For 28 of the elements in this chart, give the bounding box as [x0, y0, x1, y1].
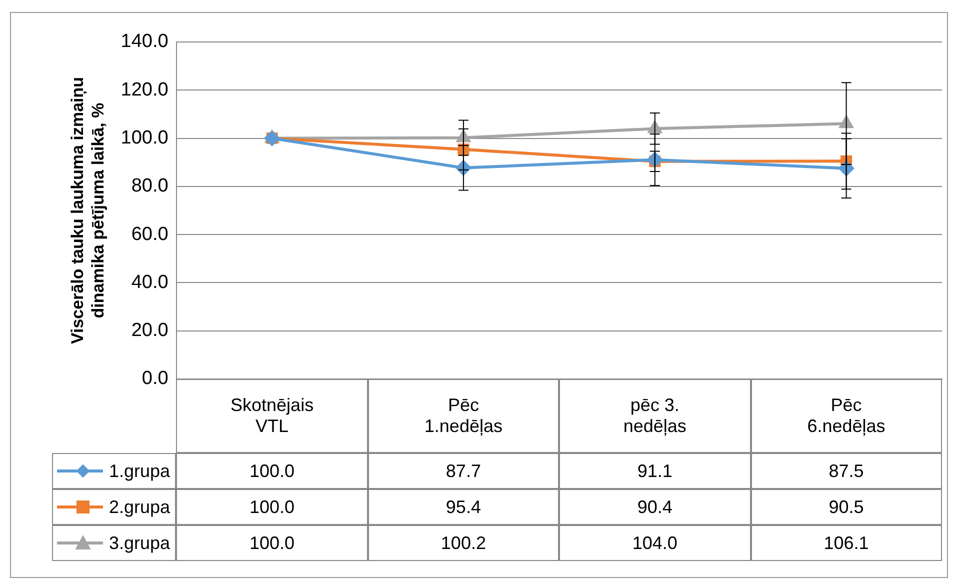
y-tick-label: 80.0 [131, 176, 168, 197]
data-label: 90.5 [750, 489, 942, 525]
y-tick-label: 40.0 [131, 272, 168, 293]
data-label: 104.0 [559, 525, 751, 561]
legend-label: 2.grupa [109, 496, 170, 518]
y-tick-label: 20.0 [131, 320, 168, 342]
x-tick-label: Pēc 6.nedēļas [750, 379, 942, 453]
legend-label: 1.grupa [109, 460, 170, 482]
data-label: 87.7 [368, 453, 560, 489]
x-tick-label: pēc 3. nedēļas [559, 379, 751, 453]
data-label: 91.1 [559, 453, 751, 489]
data-label: 95.4 [368, 489, 560, 525]
data-label: 90.4 [559, 489, 751, 525]
y-tick-label: 60.0 [131, 224, 168, 245]
data-label: 106.1 [750, 525, 942, 561]
data-label: 100.0 [176, 525, 368, 561]
x-tick-label: Skotnējais VTL [176, 379, 368, 453]
data-label: 100.0 [176, 453, 368, 489]
y-tick-label: 120.0 [120, 79, 168, 100]
y-axis-title: Viscerālo tauku laukuma izmaiņu dinamika pētījuma laikā, % [68, 76, 108, 344]
data-label: 100.0 [176, 489, 368, 525]
data-label: 100.2 [368, 525, 560, 561]
y-tick-label: 0.0 [142, 368, 168, 390]
legend-label: 3.grupa [109, 532, 170, 554]
x-tick-label: Pēc 1.nedēļas [368, 379, 560, 453]
y-tick-label: 140.0 [120, 31, 168, 52]
data-label: 87.5 [750, 453, 942, 489]
y-tick-label: 100.0 [120, 128, 168, 149]
